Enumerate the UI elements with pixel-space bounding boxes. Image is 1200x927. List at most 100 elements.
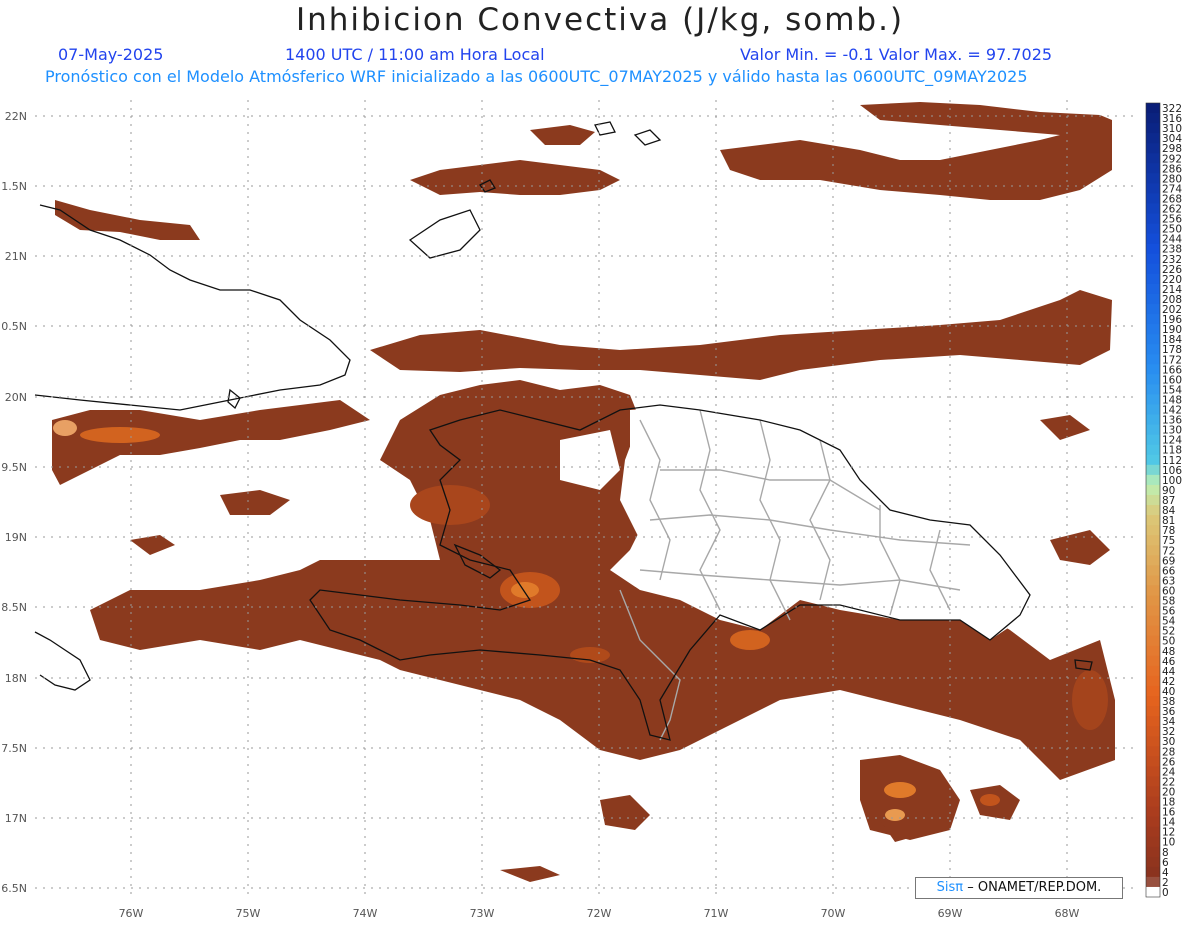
color-scale-label: 280 xyxy=(1162,173,1182,185)
color-scale-label: 322 xyxy=(1162,103,1182,115)
color-scale-box xyxy=(1146,515,1160,526)
color-scale-label: 48 xyxy=(1162,646,1175,658)
color-scale-box xyxy=(1146,384,1160,395)
color-scale-label: 148 xyxy=(1162,394,1182,406)
color-scale-label: 112 xyxy=(1162,455,1182,467)
lon-label: 76W xyxy=(119,907,144,920)
color-scale-label: 26 xyxy=(1162,756,1176,768)
color-scale-box xyxy=(1146,474,1160,486)
color-scale-label: 75 xyxy=(1162,535,1175,547)
color-scale-label: 4 xyxy=(1162,867,1169,879)
color-scale-box xyxy=(1146,464,1160,476)
color-scale-box xyxy=(1146,545,1160,556)
color-scale-box xyxy=(1146,193,1160,205)
credit-text: – ONAMET/REP.DOM. xyxy=(967,880,1102,895)
lat-label: 9.5N xyxy=(1,461,27,474)
color-scale-box xyxy=(1146,123,1160,134)
color-scale-label: 310 xyxy=(1162,123,1182,135)
lon-label: 68W xyxy=(1055,907,1080,920)
color-scale-label: 244 xyxy=(1162,234,1182,246)
color-scale-box xyxy=(1146,253,1160,265)
color-scale-box xyxy=(1146,203,1160,215)
color-scale-label: 178 xyxy=(1162,344,1182,356)
lon-label: 72W xyxy=(587,907,612,920)
color-scale-box xyxy=(1146,766,1160,777)
latitude-labels: 22N 1.5N 21N 0.5N 20N 9.5N 19N 8.5N 18N … xyxy=(1,110,27,895)
color-scale-label: 14 xyxy=(1162,817,1176,829)
color-scale-box xyxy=(1146,836,1160,848)
color-scale-label: 292 xyxy=(1162,153,1182,165)
color-scale-box xyxy=(1146,183,1160,194)
color-scale-box xyxy=(1146,263,1160,275)
color-scale-box xyxy=(1146,846,1160,858)
color-scale-frame xyxy=(1145,102,1161,898)
color-scale-box xyxy=(1146,283,1160,295)
color-scale-label: 130 xyxy=(1162,425,1182,437)
color-scale-box xyxy=(1146,595,1160,607)
color-scale-label: 262 xyxy=(1162,204,1182,216)
color-scale-label: 0 xyxy=(1162,887,1169,899)
color-scale-label: 166 xyxy=(1162,364,1182,376)
color-scale-box xyxy=(1146,736,1160,747)
color-scale-label: 42 xyxy=(1162,676,1175,688)
color-scale-label: 24 xyxy=(1162,766,1176,778)
color-scale-box xyxy=(1146,525,1160,536)
color-scale-box xyxy=(1146,675,1160,687)
color-scale-label: 118 xyxy=(1162,445,1182,457)
color-scale-box xyxy=(1146,716,1160,727)
color-scale-box xyxy=(1146,103,1160,114)
color-scale-box xyxy=(1146,334,1160,345)
color-scale-box xyxy=(1146,625,1160,637)
color-scale-label: 20 xyxy=(1162,786,1175,798)
color-scale-box xyxy=(1146,706,1160,717)
color-scale-label: 316 xyxy=(1162,113,1182,125)
lon-label: 75W xyxy=(236,907,261,920)
color-scale-label: 56 xyxy=(1162,606,1176,618)
forecast-time: 1400 UTC / 11:00 am Hora Local xyxy=(285,45,545,64)
color-scale-box xyxy=(1146,153,1160,164)
color-scale-box xyxy=(1146,585,1160,596)
lat-label: 17N xyxy=(5,812,27,825)
color-scale-box xyxy=(1146,876,1160,888)
color-scale-labels: 3223163103042982922862802742682622562502… xyxy=(1162,103,1182,899)
color-scale-label: 286 xyxy=(1162,163,1182,175)
color-scale-label: 32 xyxy=(1162,726,1175,738)
color-scale-box xyxy=(1146,163,1160,174)
color-scale-box xyxy=(1146,233,1160,245)
lat-label: 8.5N xyxy=(1,601,27,614)
color-scale-box xyxy=(1146,826,1160,838)
color-scale-box xyxy=(1146,685,1160,697)
color-scale-label: 190 xyxy=(1162,324,1182,336)
color-scale-label: 22 xyxy=(1162,776,1175,788)
color-scale-label: 18 xyxy=(1162,797,1175,809)
color-scale-box xyxy=(1146,454,1160,466)
color-scale-label: 50 xyxy=(1162,636,1175,648)
color-scale-label: 124 xyxy=(1162,435,1182,447)
color-scale-box xyxy=(1146,324,1160,335)
color-scale-box xyxy=(1146,113,1160,124)
map-title: Inhibicion Convectiva (J/kg, somb.) xyxy=(295,2,905,38)
color-scale-box xyxy=(1146,806,1160,818)
color-scale-box xyxy=(1146,394,1160,406)
lon-label: 70W xyxy=(821,907,846,920)
color-scale-label: 250 xyxy=(1162,224,1182,236)
color-scale-label: 60 xyxy=(1162,585,1175,597)
color-scale-label: 268 xyxy=(1162,193,1182,205)
credit-box: Sisπ – ONAMET/REP.DOM. xyxy=(915,877,1123,899)
color-scale-label: 16 xyxy=(1162,807,1176,819)
color-scale-box xyxy=(1146,484,1160,496)
color-scale-label: 202 xyxy=(1162,304,1182,316)
cin-bright-patches xyxy=(53,420,1108,821)
color-scale-label: 78 xyxy=(1162,525,1175,537)
color-scale-box xyxy=(1146,856,1160,868)
coastlines xyxy=(34,121,1093,741)
color-scale-label: 72 xyxy=(1162,545,1175,557)
color-scale-box xyxy=(1146,173,1160,184)
lon-label: 69W xyxy=(938,907,963,920)
color-scale-label: 36 xyxy=(1162,706,1176,718)
color-scale-box xyxy=(1146,726,1160,737)
lat-label: 7.5N xyxy=(1,742,27,755)
color-scale-box xyxy=(1146,354,1160,365)
color-scale-box xyxy=(1146,635,1160,647)
